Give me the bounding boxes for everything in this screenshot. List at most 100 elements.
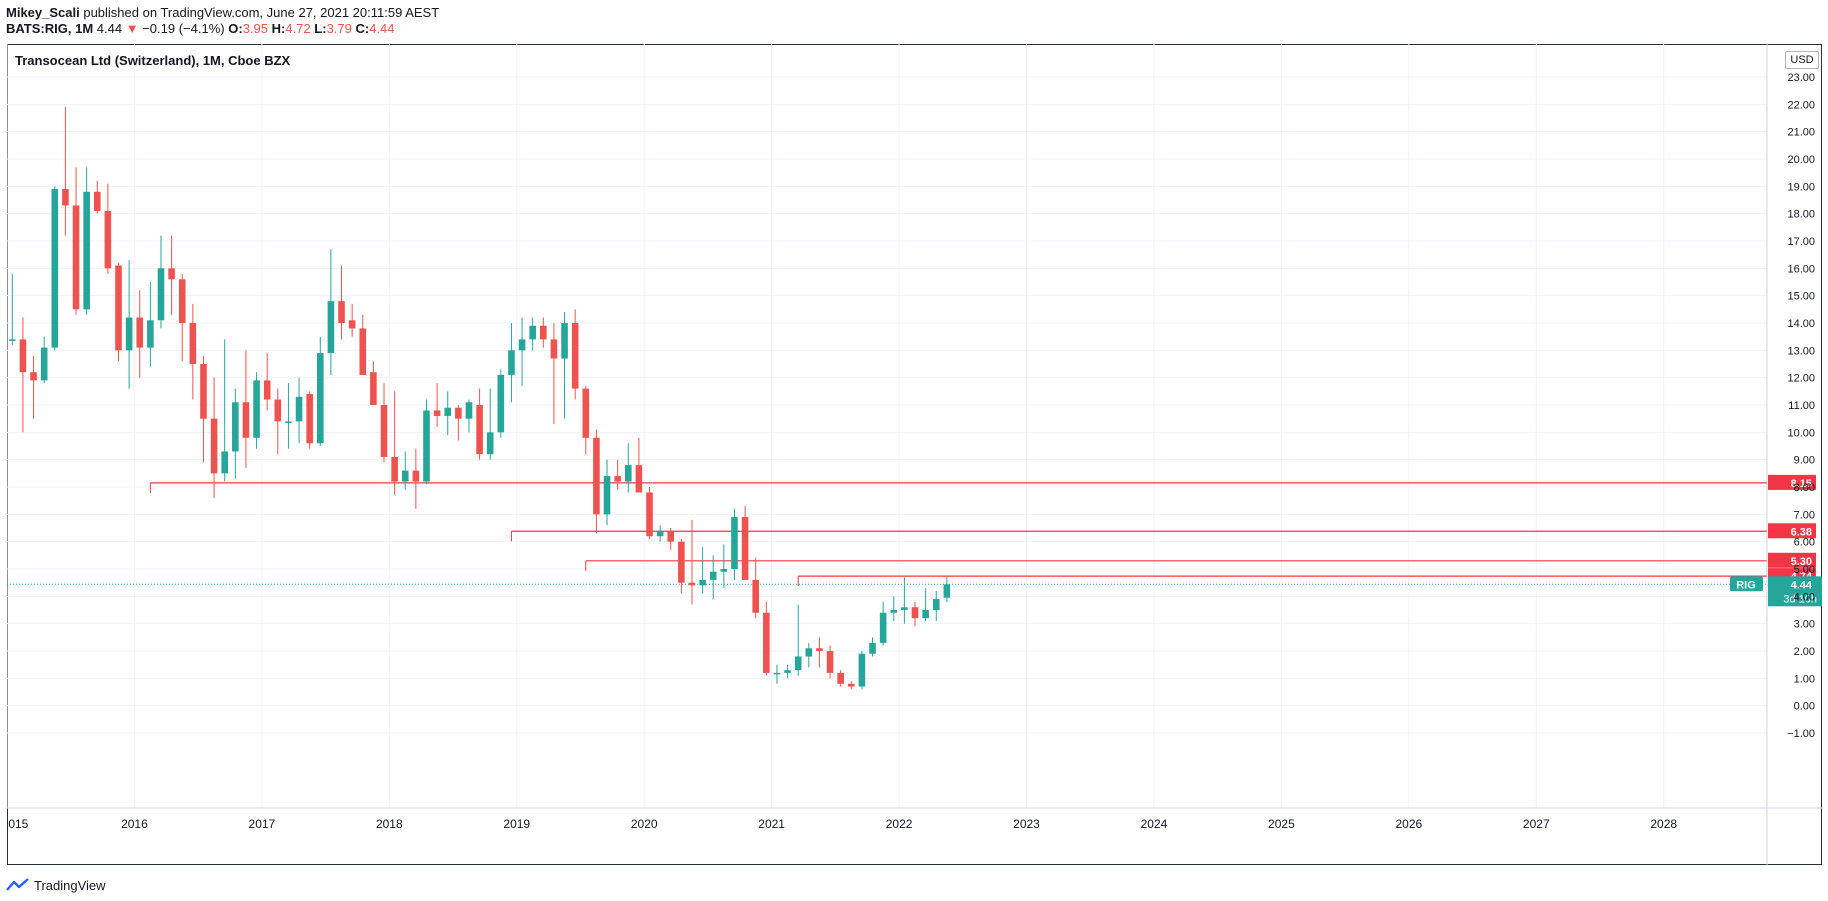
x-tick-label: 2022 [886,817,913,831]
level-price-tag [1768,523,1816,539]
candle-body [561,323,568,359]
level-price-tag [1768,474,1816,490]
candle-body [529,325,536,340]
y-tick-label: 7.00 [1794,509,1815,521]
y-tick-label: −1.00 [1787,728,1815,740]
candle-body [9,339,16,341]
candle-body [242,402,250,438]
candle-body [486,432,494,455]
x-tick-label: 2021 [758,817,785,831]
y-tick-label: 12.00 [1787,373,1815,385]
candle-body [816,648,823,651]
y-tick-label: 8.00 [1794,482,1815,494]
candle-body [62,189,69,206]
candle-body [805,648,813,657]
candle-body [210,418,218,474]
x-tick-label: 2015 [7,817,29,831]
y-tick-label: 6.00 [1794,537,1815,549]
x-tick-label: 2026 [1395,817,1422,831]
candle-body [30,372,37,381]
last-price-tag [1768,576,1822,607]
candle-body [571,323,579,389]
candle-body [582,388,590,438]
high-label: H: [271,21,286,36]
open-label: O: [228,21,243,36]
footer: TradingView [6,876,106,894]
candle-body [306,394,313,444]
candle-body [444,407,452,416]
low-value: 3.79 [326,21,352,36]
x-tick-label: 2025 [1268,817,1295,831]
candle-body [168,268,175,280]
y-tick-label: 9.00 [1794,455,1815,467]
candle-body [624,465,632,482]
candle-body [380,405,388,457]
candle-body [932,599,940,610]
candle-body [688,582,696,586]
candle-body [784,670,791,673]
currency-button[interactable]: USD [1785,51,1819,69]
candle-body [274,399,282,422]
candle-body [678,541,685,583]
candle-body [847,683,855,687]
candle-body [401,470,409,482]
candle-body [200,364,207,419]
tradingview-logo-icon[interactable] [6,878,30,892]
candle-body [497,374,505,433]
y-tick-label: 22.00 [1787,99,1815,111]
candle-body [943,584,951,598]
candle-body [720,569,728,572]
y-tick-label: 2.00 [1794,646,1815,658]
candle-body [890,610,898,613]
x-tick-label: 2016 [121,817,148,831]
candle-body [253,380,260,438]
candle-body [465,402,473,419]
symbol-tag-label: RIG [1736,579,1756,591]
candle-body [518,339,526,351]
candle-body [879,612,887,643]
candle-body [391,456,398,482]
candle-body [455,407,462,419]
y-tick-label: 16.00 [1787,263,1815,275]
level-price-label: 5.30 [1791,556,1812,568]
candle-body [338,301,345,323]
x-tick-label: 2019 [503,817,530,831]
candle-body [423,410,430,482]
publication-info: published on TradingView.com, June 27, 2… [83,5,440,20]
candle-body [741,517,749,580]
candle-body [763,612,770,673]
tradingview-brand[interactable]: TradingView [34,877,106,893]
author-name[interactable]: Mikey_Scali [6,5,80,20]
candle-body [773,672,781,675]
candle-body [316,353,324,444]
y-tick-label: 13.00 [1787,345,1815,357]
level-price-label: 6.38 [1791,526,1812,538]
candle-body [285,421,292,423]
y-tick-label: 20.00 [1787,154,1815,166]
level-price-label: 8.15 [1791,478,1812,490]
candle-body [911,607,919,619]
publication-line: Mikey_Scali published on TradingView.com… [6,5,439,20]
candle-body [476,405,483,455]
y-tick-label: 15.00 [1787,291,1815,303]
candle-body [83,191,90,310]
y-tick-label: 19.00 [1787,181,1815,193]
candle-body [178,279,186,323]
candle-body [125,317,133,351]
low-label: L: [314,21,327,36]
candle-body [699,579,706,586]
candle-body [221,451,229,474]
y-tick-label: 4.00 [1794,591,1815,603]
x-tick-label: 2028 [1650,817,1677,831]
candle-body [40,347,48,381]
candle-body [709,571,717,580]
symbol-interval: BATS:RIG, 1M [6,21,94,36]
candle-body [232,402,239,452]
candle-body [922,610,929,619]
last-price-label: 4.44 [1791,579,1813,591]
candle-body [370,372,377,405]
candle-body [837,672,844,684]
candles [9,107,951,690]
